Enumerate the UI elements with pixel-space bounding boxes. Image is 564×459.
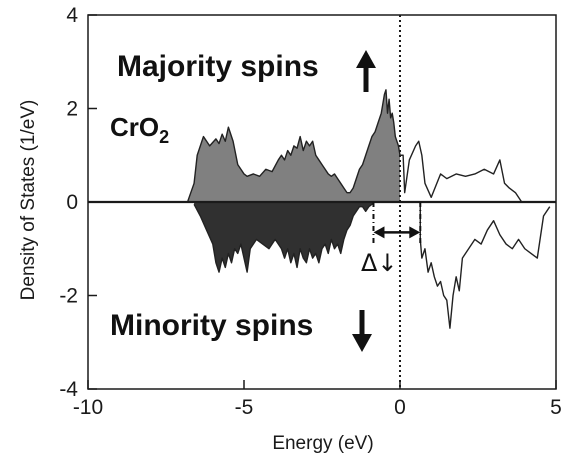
y-tick-label: -2 xyxy=(59,285,78,308)
compound-label: CrO2 xyxy=(110,112,169,147)
minority-arrow-icon xyxy=(352,310,372,352)
x-tick-label: -5 xyxy=(235,396,254,419)
y-axis-label: Density of States (1/eV) xyxy=(18,100,39,301)
dos-fill-spin-down xyxy=(194,202,374,273)
y-tick-label: 4 xyxy=(66,4,78,27)
chart-text: Energy (eV) Density of States (1/eV) Maj… xyxy=(18,4,562,454)
gap-arrow-head-left xyxy=(373,226,385,239)
y-tick-label: 0 xyxy=(66,191,78,214)
gap-arrow-head-right xyxy=(409,226,421,239)
y-tick-label: -4 xyxy=(59,378,78,401)
dos-curve-spin-down xyxy=(193,201,551,329)
x-axis-label: Energy (eV) xyxy=(272,433,373,454)
plot-area xyxy=(87,14,557,390)
x-tick-label: 5 xyxy=(550,396,562,419)
minority-gap-label: Δ↓ xyxy=(361,249,398,277)
minority-spins-label: Minority spins xyxy=(110,309,313,342)
x-tick-label: 0 xyxy=(394,396,406,419)
majority-arrow-icon xyxy=(356,50,376,92)
dos-curve-spin-up xyxy=(187,89,523,203)
x-tick-label: -10 xyxy=(73,396,103,419)
y-tick-label: 2 xyxy=(66,98,78,121)
majority-spins-label: Majority spins xyxy=(117,50,319,83)
dos-fill-spin-up xyxy=(187,89,400,202)
